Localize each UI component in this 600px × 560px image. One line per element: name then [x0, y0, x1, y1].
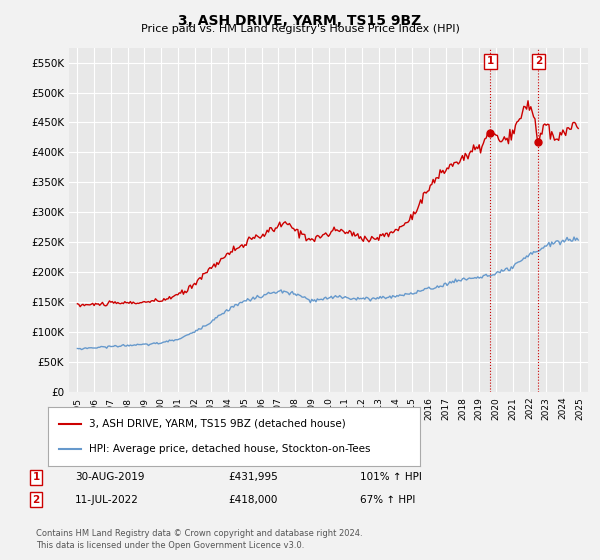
Text: 30-AUG-2019: 30-AUG-2019	[75, 472, 145, 482]
Text: Price paid vs. HM Land Registry's House Price Index (HPI): Price paid vs. HM Land Registry's House …	[140, 24, 460, 34]
Text: £418,000: £418,000	[228, 494, 277, 505]
Text: HPI: Average price, detached house, Stockton-on-Tees: HPI: Average price, detached house, Stoc…	[89, 445, 370, 455]
Text: £431,995: £431,995	[228, 472, 278, 482]
Text: This data is licensed under the Open Government Licence v3.0.: This data is licensed under the Open Gov…	[36, 542, 304, 550]
Text: 67% ↑ HPI: 67% ↑ HPI	[360, 494, 415, 505]
Text: 2: 2	[535, 56, 542, 66]
Text: 1: 1	[487, 56, 494, 66]
Text: 3, ASH DRIVE, YARM, TS15 9BZ (detached house): 3, ASH DRIVE, YARM, TS15 9BZ (detached h…	[89, 418, 346, 428]
Text: 1: 1	[32, 472, 40, 482]
Text: 101% ↑ HPI: 101% ↑ HPI	[360, 472, 422, 482]
Text: 11-JUL-2022: 11-JUL-2022	[75, 494, 139, 505]
Text: 2: 2	[32, 494, 40, 505]
Text: Contains HM Land Registry data © Crown copyright and database right 2024.: Contains HM Land Registry data © Crown c…	[36, 529, 362, 538]
Text: 3, ASH DRIVE, YARM, TS15 9BZ: 3, ASH DRIVE, YARM, TS15 9BZ	[178, 14, 422, 28]
